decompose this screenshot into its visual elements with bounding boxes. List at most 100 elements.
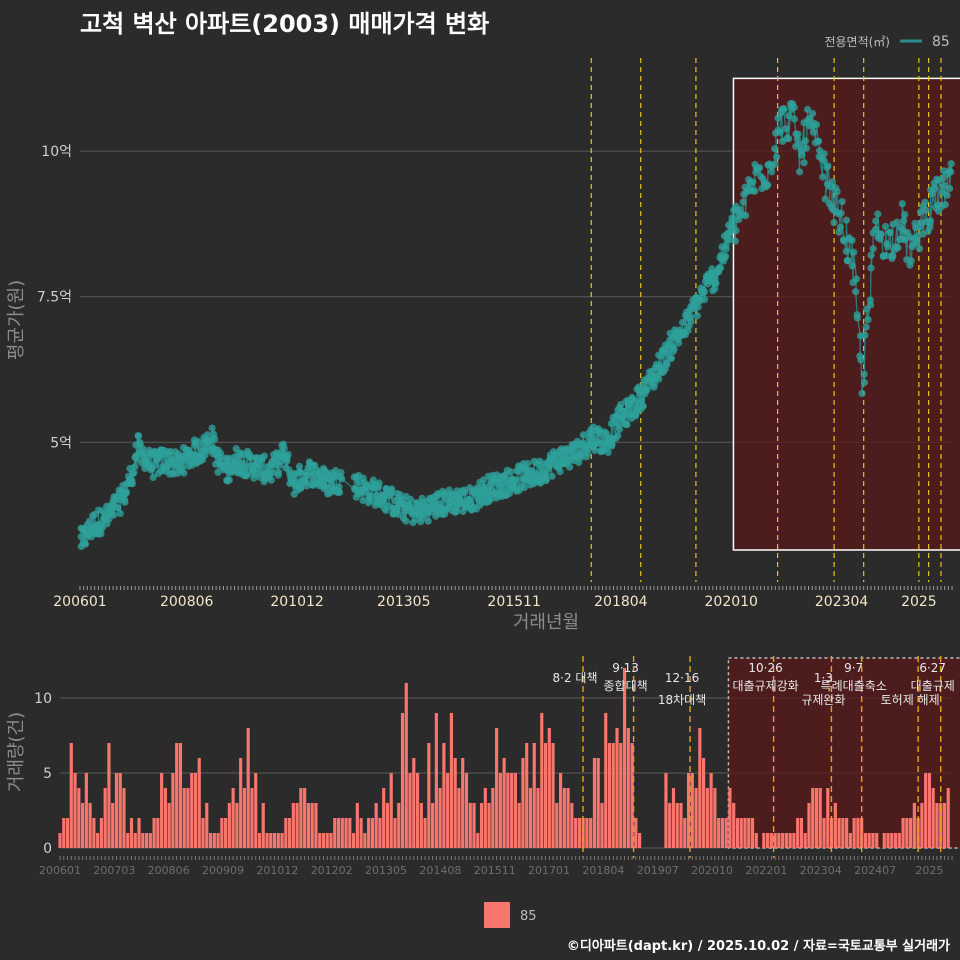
price-point [673, 328, 681, 336]
price-point [656, 362, 664, 370]
price-point [266, 461, 274, 469]
volume-bar [690, 773, 694, 848]
price-point [787, 100, 795, 108]
price-point [800, 159, 808, 167]
price-point [701, 277, 710, 285]
price-point [538, 474, 546, 482]
price-point [227, 462, 235, 470]
price-point [434, 491, 442, 499]
price-point [913, 232, 922, 240]
price-point [840, 237, 848, 245]
price-point [448, 491, 456, 499]
price-point [790, 103, 798, 111]
price-point [510, 476, 518, 484]
price-point [792, 142, 800, 150]
price-point [264, 473, 272, 482]
price-point [945, 166, 954, 174]
price-point [115, 491, 123, 499]
price-point [78, 525, 86, 533]
volume-bar [875, 833, 879, 848]
price-point [357, 489, 365, 497]
price-point [752, 168, 760, 177]
volume-bar [216, 833, 220, 848]
volume-x-tick-label: 202304 [800, 864, 842, 877]
price-point [407, 508, 415, 516]
price-point [674, 330, 682, 339]
volume-bar [250, 788, 254, 848]
price-point [93, 521, 101, 529]
price-point [319, 464, 328, 472]
price-point [134, 432, 142, 440]
volume-bar [558, 773, 563, 848]
price-point [133, 456, 141, 464]
price-point [472, 505, 481, 513]
volume-bar [698, 728, 702, 848]
price-point [149, 473, 157, 481]
price-point [749, 178, 757, 186]
price-point [359, 474, 367, 482]
price-point [350, 484, 359, 493]
volume-bar [190, 773, 194, 848]
price-point [452, 507, 461, 515]
price-point [361, 479, 369, 487]
volume-bar [581, 818, 585, 848]
price-point [196, 457, 204, 465]
volume-bar [220, 818, 224, 848]
price-point [690, 299, 698, 308]
price-point [400, 500, 408, 508]
price-point [365, 492, 373, 500]
price-point [358, 486, 366, 494]
volume-x-tick-label: 201202 [311, 864, 353, 877]
volume-bar [144, 833, 149, 848]
price-point [839, 236, 848, 244]
volume-y-axis-title: 거래량(건) [6, 712, 27, 792]
price-point [591, 435, 599, 443]
price-point [718, 255, 726, 263]
price-point [302, 468, 310, 476]
volume-bar [626, 728, 630, 848]
volume-bar [720, 818, 724, 848]
price-point [461, 488, 469, 496]
volume-bar [702, 758, 706, 848]
price-point [419, 514, 427, 522]
volume-bar [126, 833, 130, 848]
price-point [300, 477, 308, 485]
price-point [324, 490, 332, 498]
price-point [607, 442, 616, 450]
price-point [564, 457, 573, 465]
price-point [430, 493, 438, 501]
price-point [456, 499, 464, 507]
price-point [815, 153, 823, 161]
volume-bar [118, 773, 122, 848]
volume-bar [212, 833, 216, 848]
price-point [667, 354, 675, 362]
price-point [302, 478, 310, 486]
price-point [425, 504, 433, 512]
price-point [564, 445, 572, 453]
price-point [886, 228, 894, 236]
price-point [568, 443, 577, 451]
price-point [712, 269, 721, 277]
volume-bar [408, 773, 412, 848]
price-point [482, 498, 490, 506]
price-point [187, 452, 195, 460]
price-point [625, 404, 633, 412]
price-point [408, 510, 416, 518]
price-point [742, 188, 750, 196]
price-point [785, 135, 793, 143]
price-point [623, 410, 631, 418]
price-point [89, 529, 97, 537]
price-point [575, 451, 583, 460]
price-point [584, 449, 592, 457]
price-point [774, 114, 782, 122]
volume-bar [446, 773, 450, 848]
volume-bar [562, 788, 566, 848]
price-point [236, 449, 244, 457]
price-point [820, 150, 828, 158]
price-point [728, 223, 736, 231]
volume-bar [148, 833, 152, 848]
price-point [295, 462, 304, 470]
price-point [352, 493, 360, 501]
volume-x-tick-label: 202407 [854, 864, 896, 877]
